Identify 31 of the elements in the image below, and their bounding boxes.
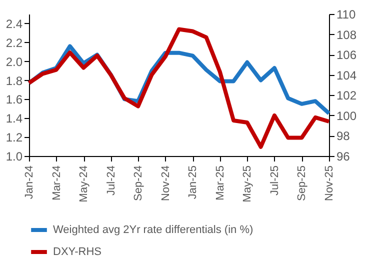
line-series: [27, 27, 331, 149]
y-tick-label: 1.8: [6, 74, 23, 88]
y-tick-label: 2.4: [6, 16, 23, 31]
y-tick-label: 1.0: [6, 150, 23, 164]
x-tick-label: Jan-25: [187, 166, 200, 200]
y2-tick-label: 110: [336, 8, 356, 22]
y-tick-label: 1.4: [6, 112, 23, 126]
y-tick-label: 1.6: [6, 92, 23, 107]
x-tick-label: Jul-24: [105, 166, 118, 196]
x-tick-label: Nov-25: [324, 166, 336, 201]
y2-tick-label: 98: [336, 129, 350, 144]
y2-tick-label: 104: [336, 68, 357, 82]
y2-tick-label: 100: [336, 108, 357, 123]
y2-tick-label: 108: [336, 28, 357, 42]
x-tick-label: Mar-25: [214, 166, 226, 200]
y-tick-label: 1.2: [6, 130, 23, 145]
x-tick-label: May-24: [78, 166, 90, 202]
legend-label: Weighted avg 2Yr rate differentials (in %): [53, 224, 254, 236]
x-tick-label: Nov-24: [160, 166, 172, 201]
x-tick-label: May-25: [242, 166, 254, 202]
y2-tick-label: 96: [336, 150, 350, 164]
y2-tick-label: 106: [336, 48, 357, 62]
x-tick-label: Mar-24: [50, 166, 63, 200]
y-tick-label: 2.0: [6, 54, 23, 69]
x-tick-label: Sep-24: [132, 166, 145, 201]
x-tick-label: Jul-25: [268, 166, 281, 196]
y2-tick-label: 102: [336, 88, 357, 103]
y-tick-label: 2.2: [6, 36, 23, 50]
x-tick-label: Sep-25: [296, 166, 308, 201]
legend-label: DXY-RHS: [53, 246, 102, 258]
x-tick-label: Jan-24: [24, 166, 36, 200]
